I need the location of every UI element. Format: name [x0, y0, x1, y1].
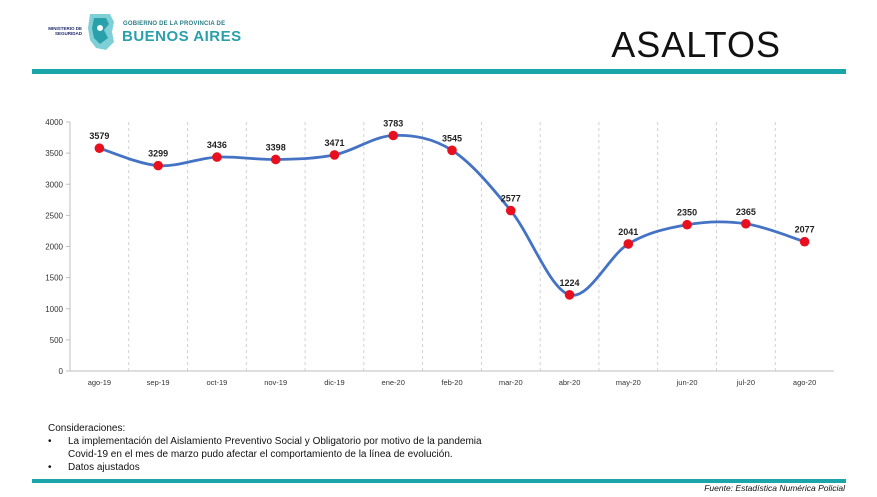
- data-point: [741, 218, 751, 229]
- y-tick-label: 500: [50, 336, 64, 345]
- x-tick-label: ago-19: [88, 378, 111, 387]
- source-note: Fuente: Estadística Numérica Policial: [704, 483, 845, 493]
- data-label: 3783: [383, 119, 403, 129]
- data-label: 1224: [560, 278, 580, 288]
- x-tick-label: mar-20: [499, 378, 523, 387]
- consideration-item: La implementación del Aislamiento Preven…: [48, 435, 498, 461]
- y-tick-label: 3500: [45, 149, 63, 158]
- header: MINISTERIO DE SEGURIDAD GOBIERNO DE LA P…: [0, 0, 877, 80]
- data-point: [799, 236, 810, 247]
- considerations-heading: Consideraciones:: [48, 423, 126, 434]
- data-point: [212, 152, 222, 162]
- data-point: [564, 290, 575, 300]
- x-tick-label: oct-19: [206, 378, 227, 387]
- y-tick-label: 1500: [45, 274, 63, 283]
- data-point: [623, 239, 634, 249]
- x-tick-label: feb-20: [441, 378, 462, 387]
- x-tick-label: jun-20: [676, 378, 698, 387]
- ministry-logo: MINISTERIO DE SEGURIDAD GOBIERNO DE LA P…: [36, 10, 241, 54]
- data-label: 2077: [795, 225, 815, 235]
- y-tick-label: 2500: [45, 211, 63, 220]
- data-point: [505, 205, 516, 216]
- x-tick-label: jul-20: [736, 378, 755, 387]
- footer-divider: [32, 479, 846, 483]
- data-label: 3579: [89, 131, 109, 141]
- data-point: [329, 150, 340, 160]
- data-point: [682, 219, 692, 230]
- y-tick-label: 2000: [45, 243, 63, 252]
- province-emblem-icon: [88, 14, 114, 50]
- x-tick-label: may-20: [616, 378, 641, 387]
- y-tick-label: 0: [59, 367, 64, 376]
- x-tick-label: dic-19: [324, 378, 344, 387]
- header-divider: [32, 69, 846, 74]
- data-label: 2577: [501, 194, 521, 204]
- data-point: [447, 145, 457, 156]
- data-label: 2365: [736, 207, 756, 217]
- data-point: [153, 160, 163, 171]
- data-label: 3545: [442, 133, 462, 143]
- data-label: 3299: [148, 149, 168, 159]
- x-tick-label: abr-20: [559, 378, 581, 387]
- data-point: [94, 143, 105, 154]
- data-label: 2041: [618, 227, 638, 237]
- series-line: [98, 134, 806, 297]
- line-chart: 0 500 1000 1500 2000 2500 3000 3500 4000 ago-19 se…: [45, 118, 834, 387]
- logo-province-text: BUENOS AIRES: [122, 28, 242, 45]
- data-point: [270, 154, 281, 165]
- y-tick-label: 3000: [45, 180, 63, 189]
- x-tick-label: ago-20: [793, 378, 816, 387]
- x-tick-label: ene-20: [382, 378, 405, 387]
- data-label: 2350: [677, 208, 697, 218]
- data-label: 3436: [207, 140, 227, 150]
- x-tick-label: nov-19: [264, 378, 287, 387]
- logo-ministry-text: MINISTERIO DE SEGURIDAD: [48, 26, 82, 36]
- consideration-item: Datos ajustados: [48, 461, 498, 474]
- data-label: 3471: [324, 138, 344, 148]
- y-tick-label: 4000: [45, 118, 63, 127]
- data-point: [388, 130, 399, 141]
- considerations: Consideraciones: La implementación del A…: [48, 422, 498, 474]
- page-title: ASALTOS: [611, 24, 781, 65]
- data-label: 3398: [266, 142, 286, 152]
- x-tick-label: sep-19: [147, 378, 170, 387]
- logo-gov-text: GOBIERNO DE LA PROVINCIA DE: [123, 21, 226, 27]
- y-tick-label: 1000: [45, 305, 63, 314]
